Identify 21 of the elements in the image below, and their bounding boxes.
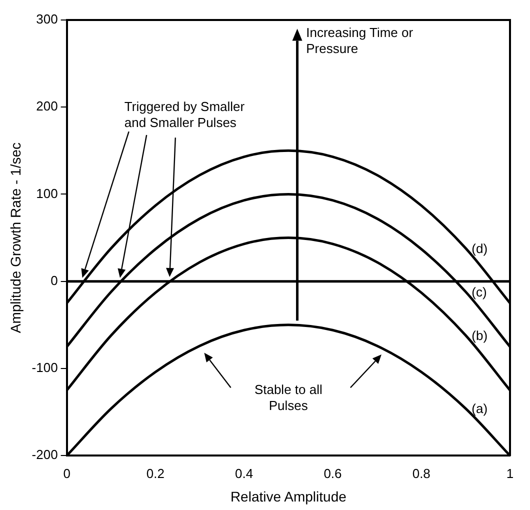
series-label: (d) — [472, 240, 488, 256]
x-tick-label: 0.2 — [146, 466, 164, 481]
y-tick-label: -100 — [32, 360, 58, 376]
series-label: (a) — [472, 401, 488, 416]
y-tick-label: 0 — [50, 272, 58, 288]
y-axis-title: Amplitude Growth Rate - 1/sec — [7, 142, 24, 334]
x-tick-label: 1 — [506, 466, 514, 481]
y-tick-label: 200 — [36, 98, 58, 114]
annotation: Triggered by Smaller and Smaller Pulses — [124, 99, 246, 132]
x-tick-label: 0 — [63, 466, 70, 481]
y-tick-label: -200 — [32, 447, 58, 462]
x-axis-title: Relative Amplitude — [230, 488, 347, 504]
y-tick-label: 100 — [36, 186, 58, 201]
x-tick-label: 0.6 — [324, 466, 342, 481]
series-label: (b) — [472, 328, 488, 343]
annotation: Stable to all Pulses — [253, 382, 324, 414]
series-label: (c) — [472, 284, 487, 300]
x-tick-label: 0.8 — [412, 466, 430, 481]
annotation: Increasing Time or Pressure — [306, 25, 414, 58]
x-tick-label: 0.4 — [235, 466, 254, 481]
y-tick-label: 300 — [36, 12, 58, 27]
